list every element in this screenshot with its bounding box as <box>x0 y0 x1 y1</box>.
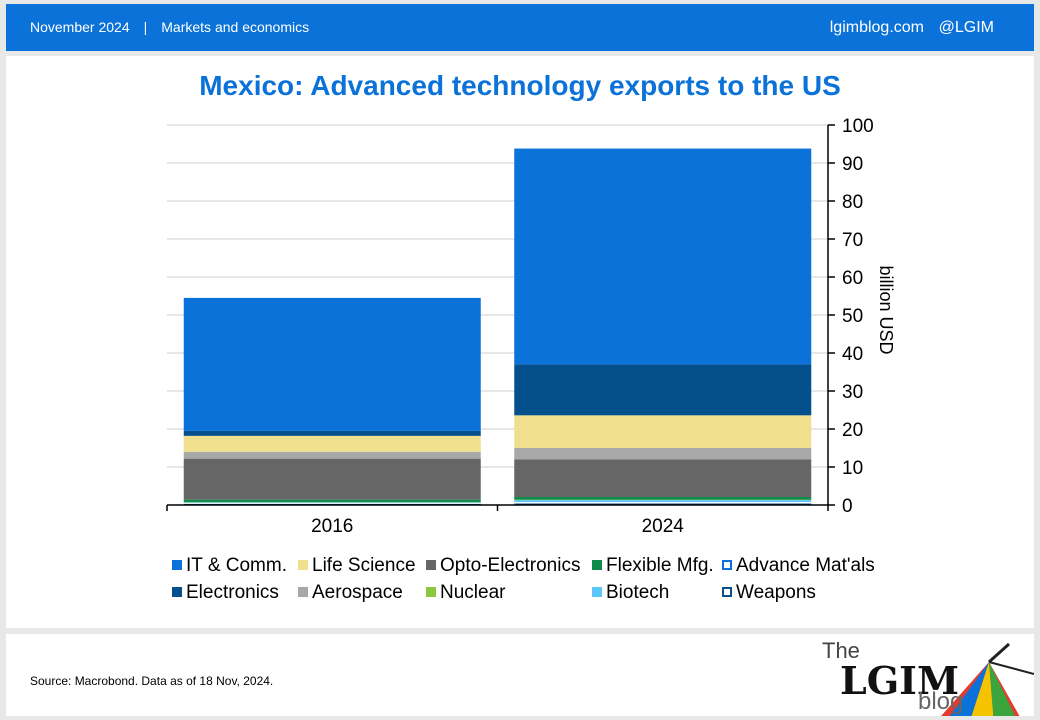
y-tick-label: 20 <box>842 420 863 441</box>
bar-segment <box>514 497 812 500</box>
legend-swatch-icon <box>426 560 436 570</box>
bar-segment <box>183 502 481 504</box>
header-section: Markets and economics <box>161 19 310 35</box>
legend-item: IT & Comm. <box>172 555 287 577</box>
bar-segment <box>183 435 481 452</box>
legend-swatch-icon <box>426 587 436 597</box>
bar-segment <box>514 501 812 504</box>
bar-segment <box>183 451 481 459</box>
logo-lgim-text: LGIM <box>840 658 960 703</box>
legend-label: Electronics <box>186 582 279 603</box>
x-tick-label: 2024 <box>642 516 685 537</box>
y-tick-label: 70 <box>842 230 863 251</box>
bar-segment <box>514 415 812 448</box>
legend-label: Advance Mat'als <box>736 555 875 576</box>
y-axis-label: billion USD <box>876 265 896 354</box>
bar-segment <box>183 430 481 436</box>
legend-label: Nuclear <box>440 582 506 603</box>
bar-segment <box>514 148 812 365</box>
y-tick-label: 100 <box>842 116 874 137</box>
bar-segment <box>514 364 812 416</box>
y-tick-label: 80 <box>842 192 863 213</box>
legend-swatch-icon <box>722 560 732 570</box>
legend-swatch-icon <box>172 560 182 570</box>
legend-swatch-icon <box>172 587 182 597</box>
y-tick-label: 60 <box>842 268 863 289</box>
y-tick-label: 0 <box>842 496 853 517</box>
y-tick-label: 30 <box>842 382 863 403</box>
footer-panel: Source: Macrobond. Data as of 18 Nov, 20… <box>6 634 1034 716</box>
header-left: November 2024 | Markets and economics <box>30 19 309 35</box>
legend-swatch-icon <box>592 560 602 570</box>
legend-swatch-icon <box>592 587 602 597</box>
bar-segment <box>183 503 481 504</box>
lgim-blog-logo: The LGIM blog <box>784 634 1034 716</box>
x-tick-label: 2016 <box>311 516 353 537</box>
logo-the-text: The <box>822 638 860 663</box>
bar-segment <box>183 297 481 431</box>
y-tick-label: 40 <box>842 344 863 365</box>
legend-item: Advance Mat'als <box>722 555 875 577</box>
legend-swatch-icon <box>298 587 308 597</box>
legend-label: Life Science <box>312 555 416 576</box>
legend-item: Flexible Mfg. <box>592 555 714 577</box>
header-date: November 2024 <box>30 19 130 35</box>
legend-item: Aerospace <box>298 582 403 604</box>
bar-segment <box>514 448 812 460</box>
twitter-handle-link[interactable]: @LGIM <box>938 19 994 36</box>
source-note: Source: Macrobond. Data as of 18 Nov, 20… <box>30 674 274 688</box>
y-tick-label: 50 <box>842 306 863 327</box>
legend-item: Life Science <box>298 555 416 577</box>
site-link[interactable]: lgimblog.com <box>829 19 924 36</box>
legend-label: IT & Comm. <box>186 555 287 576</box>
bar-segment <box>183 458 481 500</box>
legend-item: Opto-Electronics <box>426 555 580 577</box>
logo-blog-text: blog <box>918 688 964 715</box>
chart-title: Mexico: Advanced technology exports to t… <box>199 70 841 101</box>
umbrella-logo-icon <box>941 642 1034 716</box>
bar-segment <box>514 503 812 505</box>
legend-label: Flexible Mfg. <box>606 555 714 576</box>
legend-swatch-icon <box>298 560 308 570</box>
legend-label: Opto-Electronics <box>440 555 581 576</box>
legend-label: Biotech <box>606 582 670 603</box>
legend-label: Aerospace <box>312 582 403 603</box>
legend-item: Electronics <box>172 582 279 604</box>
y-tick-label: 10 <box>842 458 863 479</box>
header-separator: | <box>143 19 148 35</box>
legend-swatch-icon <box>722 587 732 597</box>
header-bar: November 2024 | Markets and economics lgim… <box>6 4 1034 51</box>
legend-label: Weapons <box>736 582 816 603</box>
bar-segment <box>183 499 481 502</box>
bar-segment <box>514 500 812 502</box>
legend-item: Biotech <box>592 582 669 604</box>
legend-item: Nuclear <box>426 582 505 604</box>
y-tick-label: 90 <box>842 154 863 175</box>
bar-segment <box>514 459 812 498</box>
legend-item: Weapons <box>722 582 816 604</box>
